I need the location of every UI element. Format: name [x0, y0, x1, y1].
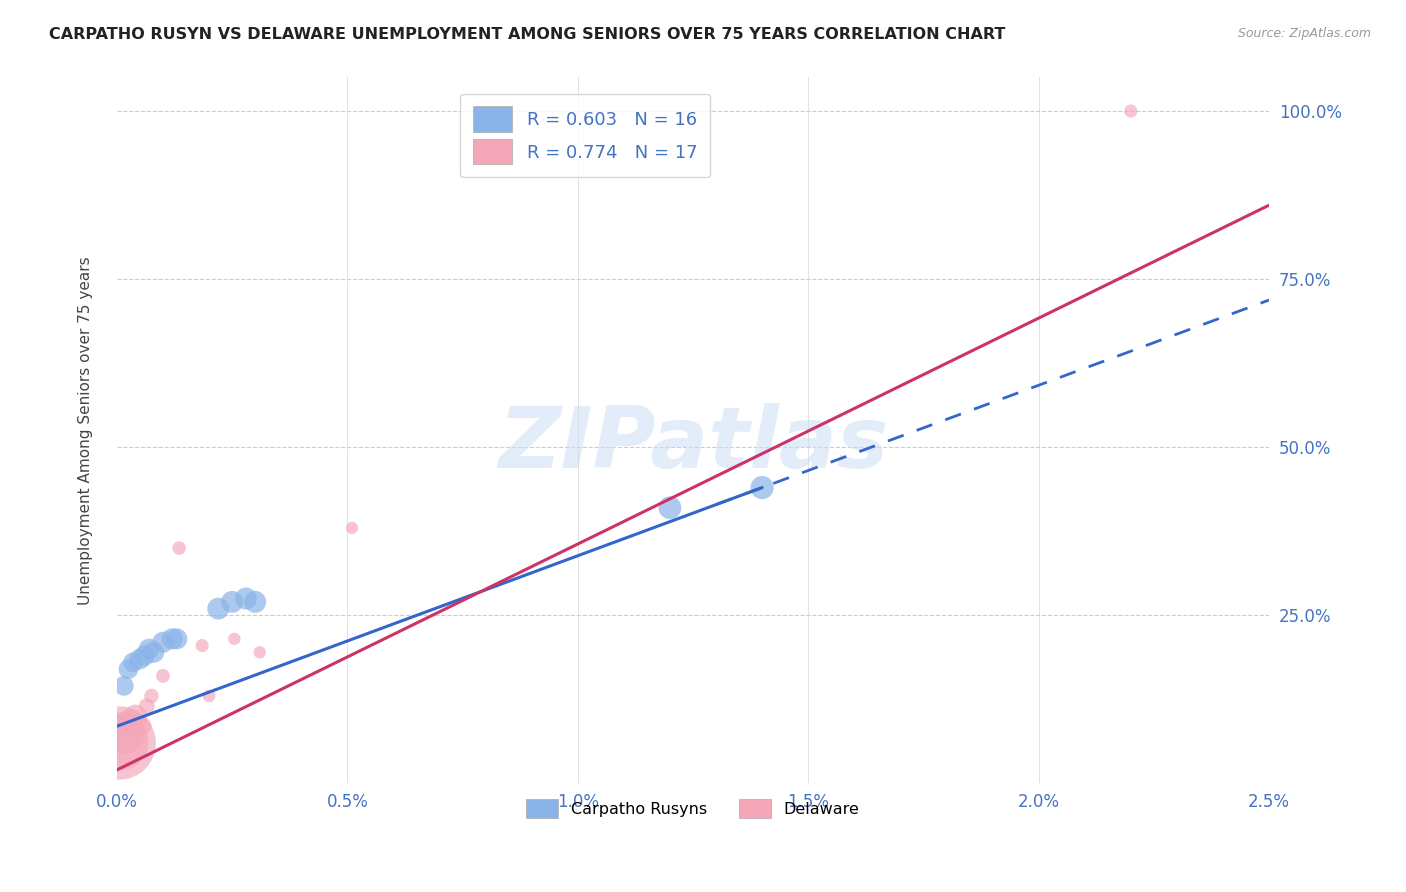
Point: [207, 601, 229, 615]
Point: [1119, 104, 1142, 119]
Point: [135, 699, 157, 714]
Point: [658, 500, 681, 515]
Point: [198, 689, 221, 703]
Point: [138, 641, 160, 656]
Point: [160, 632, 183, 646]
Text: Source: ZipAtlas.com: Source: ZipAtlas.com: [1237, 27, 1371, 40]
Point: [152, 669, 174, 683]
Point: [112, 726, 135, 740]
Text: ZIPatlas: ZIPatlas: [498, 403, 889, 486]
Point: [129, 652, 152, 666]
Point: [167, 541, 190, 555]
Point: [152, 635, 174, 649]
Point: [122, 656, 145, 670]
Y-axis label: Unemployment Among Seniors over 75 years: Unemployment Among Seniors over 75 years: [79, 256, 93, 605]
Point: [124, 709, 146, 723]
Point: [340, 521, 363, 535]
Point: [117, 662, 139, 676]
Point: [110, 736, 132, 750]
Point: [166, 632, 188, 646]
Legend: Carpatho Rusyns, Delaware: Carpatho Rusyns, Delaware: [520, 793, 866, 825]
Text: CARPATHO RUSYN VS DELAWARE UNEMPLOYMENT AMONG SENIORS OVER 75 YEARS CORRELATION : CARPATHO RUSYN VS DELAWARE UNEMPLOYMENT …: [49, 27, 1005, 42]
Point: [112, 679, 135, 693]
Point: [120, 715, 142, 730]
Point: [141, 689, 163, 703]
Point: [191, 639, 214, 653]
Point: [224, 632, 246, 646]
Point: [142, 645, 165, 659]
Point: [115, 723, 138, 737]
Point: [108, 736, 131, 750]
Point: [131, 719, 153, 733]
Point: [249, 645, 271, 659]
Point: [243, 595, 266, 609]
Point: [221, 595, 243, 609]
Point: [751, 481, 773, 495]
Point: [134, 648, 156, 663]
Point: [235, 591, 257, 606]
